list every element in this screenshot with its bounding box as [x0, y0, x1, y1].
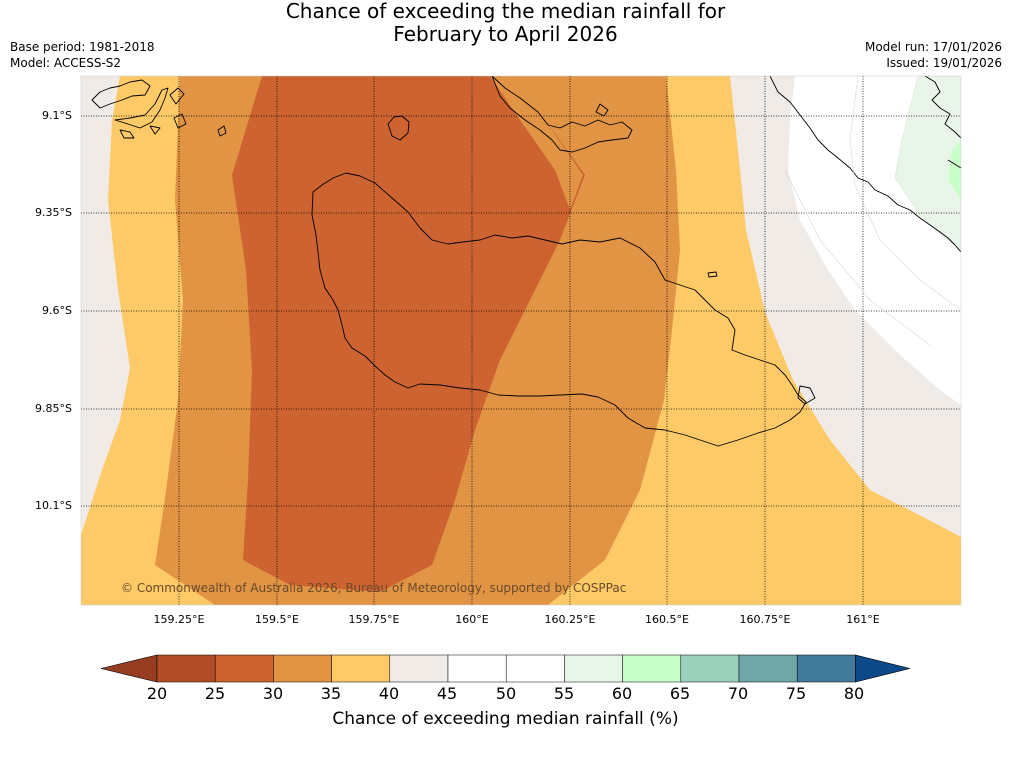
colorbar-segment	[156, 654, 216, 683]
lat-label: 9.35°S	[35, 206, 72, 219]
title-line-2: February to April 2026	[393, 22, 618, 46]
title-line-1: Chance of exceeding the median rainfall …	[285, 0, 726, 23]
colorbar-label: 70	[727, 684, 749, 703]
zone-25-30	[232, 76, 585, 592]
coastline-marau	[797, 385, 816, 405]
colorbar-title: Chance of exceeding median rainfall (%)	[332, 709, 679, 729]
colorbar-label: 35	[320, 684, 342, 703]
meta-left: Base period: 1981-2018 Model: ACCESS-S2	[10, 39, 155, 71]
lon-label: 160°E	[455, 613, 489, 626]
colorbar-segment	[273, 654, 332, 683]
colorbar-segment	[680, 654, 740, 683]
gridlines	[81, 76, 961, 605]
copyright-notice: © Commonwealth of Australia 2026, Bureau…	[121, 581, 627, 595]
colorbar-segment	[564, 654, 623, 683]
colorbar-over-arrow	[855, 654, 911, 683]
lon-label: 160.25°E	[544, 613, 596, 626]
lon-label: 159.75°E	[348, 613, 400, 626]
colorbar-label: 80	[843, 684, 865, 703]
colorbar-under-arrow	[100, 654, 158, 683]
coastline-florida	[491, 76, 633, 153]
coastline-guadalcanal	[311, 172, 807, 447]
coastline-savo	[387, 115, 410, 141]
coastline-russell	[91, 79, 227, 139]
colorbar-label: 60	[611, 684, 633, 703]
lat-label: 9.1°S	[42, 109, 72, 122]
colorbar-segment	[796, 654, 856, 683]
colorbar-segment	[447, 654, 507, 683]
colorbar-label: 55	[553, 684, 575, 703]
lat-label: 10.1°S	[35, 499, 72, 512]
meta-right: Model run: 17/01/2026 Issued: 19/01/2026	[865, 39, 1002, 71]
colorbar-label: 65	[669, 684, 691, 703]
colorbar-segment	[738, 654, 798, 683]
model-run: Model run: 17/01/2026	[864, 40, 1002, 54]
map-title: Chance of exceeding the median rainfall …	[0, 0, 1011, 46]
colorbar-label: 20	[146, 684, 168, 703]
colorbar-label: 30	[262, 684, 284, 703]
lon-label: 159.25°E	[153, 613, 205, 626]
lat-label: 9.6°S	[42, 304, 72, 317]
map-border	[80, 75, 962, 606]
colorbar-segment	[214, 654, 274, 683]
zone-60-65	[948, 140, 961, 200]
colorbar-label: 25	[204, 684, 226, 703]
issued-date: Issued: 19/01/2026	[886, 56, 1002, 70]
lon-label: 160.5°E	[645, 613, 689, 626]
colorbar-segment	[331, 654, 391, 683]
map-area	[81, 76, 961, 605]
colorbar-segment	[622, 654, 682, 683]
faint-outlines	[784, 76, 961, 346]
colorbar-label: 75	[785, 684, 807, 703]
model-name: Model: ACCESS-S2	[10, 56, 122, 70]
coastline-malaita	[769, 76, 961, 253]
colorbar-segment	[389, 654, 449, 683]
lat-label: 9.85°S	[35, 402, 72, 415]
coastline-malaita-east	[924, 76, 961, 169]
lon-label: 160.75°E	[739, 613, 791, 626]
coastlines	[91, 76, 961, 447]
coastline-islet	[707, 271, 718, 278]
base-period: Base period: 1981-2018	[10, 40, 155, 54]
zone-30-35-notch	[490, 76, 583, 210]
colorbar-label: 50	[495, 684, 517, 703]
colorbar-label: 40	[378, 684, 400, 703]
colorbar	[100, 654, 911, 683]
colorbar-segment	[505, 654, 565, 683]
lon-label: 159.5°E	[255, 613, 299, 626]
lon-label: 161°E	[846, 613, 880, 626]
colorbar-label: 45	[436, 684, 458, 703]
